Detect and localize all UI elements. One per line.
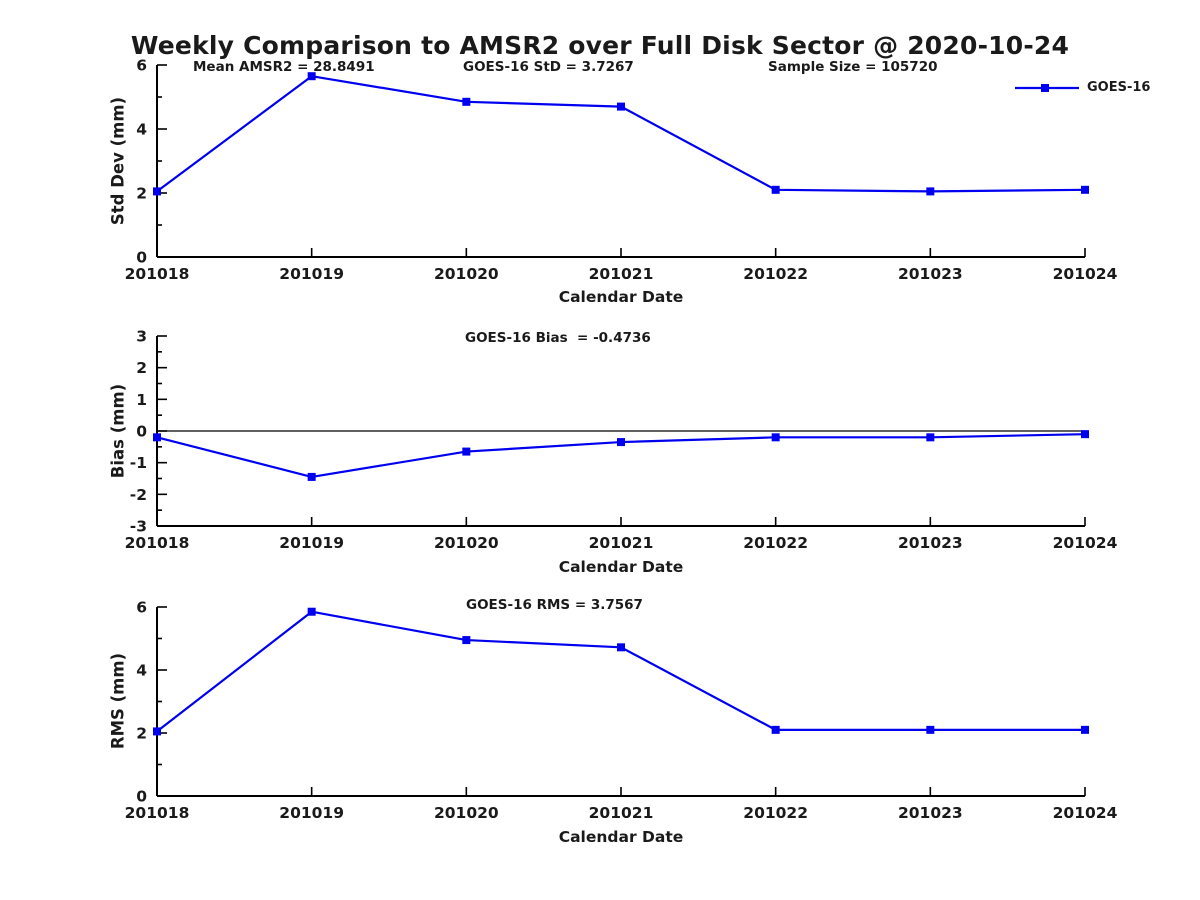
data-point-marker [307, 472, 316, 481]
annotation-goes16-bias: GOES-16 Bias = -0.4736 [465, 330, 651, 346]
data-point-marker [1081, 430, 1089, 439]
x-tick-label: 201021 [589, 804, 654, 822]
x-tick-label: 201019 [279, 534, 344, 552]
data-point-marker [926, 725, 935, 734]
x-tick-label: 201021 [589, 534, 654, 552]
x-tick-label: 201022 [743, 265, 808, 283]
y-tick-label: 6 [136, 598, 147, 616]
data-point-marker [771, 433, 780, 442]
data-point-marker [153, 727, 161, 736]
x-tick-label: 201024 [1053, 804, 1118, 822]
y-tick-label: 4 [136, 120, 147, 138]
data-point-marker [153, 187, 161, 196]
x-tick-label: 201020 [434, 804, 499, 822]
y-tick-label: 0 [136, 248, 147, 266]
annotation-sample-size: Sample Size = 105720 [768, 59, 938, 75]
x-tick-label: 201018 [125, 534, 190, 552]
data-point-marker [462, 97, 471, 106]
legend-marker-icon [1041, 83, 1049, 92]
chart-title: Weekly Comparison to AMSR2 over Full Dis… [130, 31, 1070, 60]
data-point-marker [462, 447, 471, 456]
data-point-marker [617, 102, 625, 111]
data-point-marker [307, 72, 316, 81]
x-tick-label: 201018 [125, 265, 190, 283]
y-tick-label: 0 [136, 787, 147, 805]
data-point-marker [771, 725, 780, 734]
y-tick-label: -3 [130, 517, 147, 535]
y-tick-label: 2 [136, 724, 147, 742]
annotation-mean-amsr2: Mean AMSR2 = 28.8491 [193, 59, 375, 75]
legend-label: GOES-16 [1087, 80, 1151, 95]
y-tick-label: 2 [136, 184, 147, 202]
data-point-marker [926, 433, 935, 442]
annotation-goes16-rms: GOES-16 RMS = 3.7567 [466, 597, 643, 613]
data-point-marker [771, 185, 780, 194]
series-line-goes-16 [156, 610, 1085, 733]
x-tick-label: 201020 [434, 265, 499, 283]
y-tick-label: 0 [136, 422, 147, 440]
x-tick-label: 201023 [898, 534, 963, 552]
y-tick-label: 6 [136, 56, 147, 74]
data-point-marker [1081, 725, 1089, 734]
x-tick-label: 201019 [279, 265, 344, 283]
subplot-rms: 0 2 4 6 201018 201019 201020 201021 201022 201023… [125, 598, 1118, 822]
x-axis-label-bias: Calendar Date [558, 558, 684, 576]
y-tick-label: -1 [130, 454, 147, 472]
legend: GOES-16 [1014, 80, 1150, 95]
legend-line-sample [1015, 83, 1079, 92]
x-tick-label: 201018 [125, 804, 190, 822]
x-tick-label: 201021 [589, 265, 654, 283]
x-tick-label: 201024 [1053, 534, 1118, 552]
x-tick-label: 201023 [898, 265, 963, 283]
x-tick-label: 201023 [898, 804, 963, 822]
data-point-marker [617, 643, 625, 652]
data-point-marker [462, 636, 471, 645]
y-tick-label: 2 [136, 359, 147, 377]
subplot-bias: -3 -2 -1 0 1 2 3 201018 201019 201020 201021 201022… [125, 327, 1118, 552]
data-point-marker [307, 607, 316, 616]
x-axis-label-rms: Calendar Date [558, 828, 684, 846]
x-tick-label: 201022 [743, 534, 808, 552]
data-point-marker [1081, 185, 1089, 194]
x-tick-label: 201024 [1053, 265, 1118, 283]
subplot-std_dev: 0 2 4 6 201018 201019 201020 201021 201022 201023… [125, 56, 1118, 283]
x-axis-label-std-dev: Calendar Date [558, 288, 684, 306]
y-tick-label: 3 [136, 327, 147, 345]
series-line-goes-16 [156, 75, 1086, 193]
annotation-goes16-std: GOES-16 StD = 3.7267 [463, 59, 634, 75]
data-point-marker [926, 187, 935, 196]
data-point-marker [153, 433, 161, 442]
y-tick-label: 4 [136, 661, 147, 679]
x-tick-label: 201020 [434, 534, 499, 552]
data-point-marker [617, 438, 625, 447]
x-tick-label: 201022 [743, 804, 808, 822]
y-tick-label: 1 [136, 391, 147, 409]
x-tick-label: 201019 [279, 804, 344, 822]
y-tick-label: -2 [130, 486, 147, 504]
